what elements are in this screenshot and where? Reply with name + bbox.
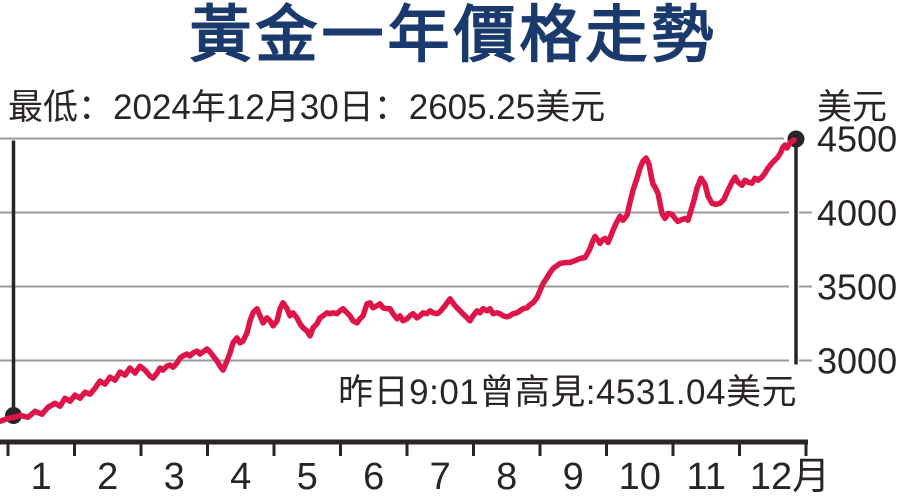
y-tick-label: 4000 [817,193,897,234]
y-tick-label: 3500 [817,267,897,308]
y-tick-label: 4500 [817,119,897,160]
month-label: 10 [619,456,661,497]
month-label: 2 [97,456,118,497]
price-line [0,137,797,425]
y-tick-label: 3000 [817,341,897,382]
month-label: 11 [687,456,726,497]
low-price-annotation: 最低：2024年12月30日：2605.25美元 [8,88,606,127]
month-label: 4 [230,456,251,497]
month-label: 7 [430,456,451,497]
month-label: 1 [31,456,52,497]
month-label: 9 [563,456,584,497]
month-label: 8 [496,456,517,497]
month-label: 5 [297,456,318,497]
high-price-annotation: 昨日9:01曾高見:4531.04美元 [338,373,797,412]
page-title: 黃金一年價格走勢 [189,1,718,70]
month-label: 3 [164,456,185,497]
month-label: 6 [363,456,384,497]
y-axis-unit-label: 美元 [817,88,888,127]
month-label: 12月 [750,456,830,497]
